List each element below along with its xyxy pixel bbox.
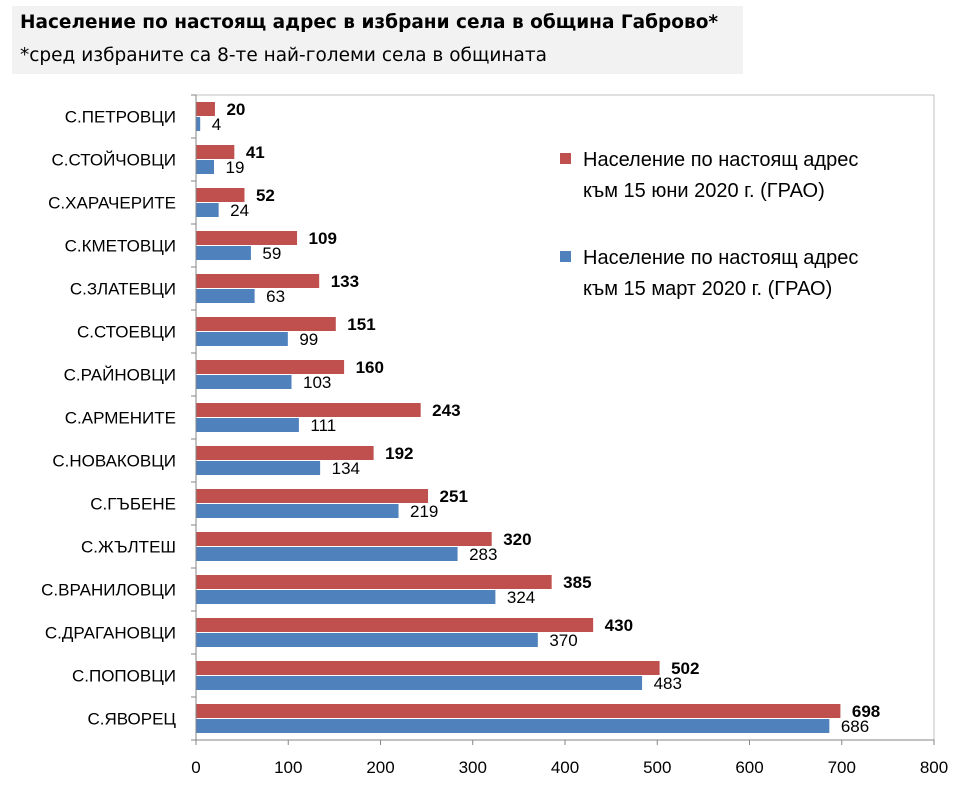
data-label-june: 133 <box>331 272 359 291</box>
data-label-june: 320 <box>503 530 531 549</box>
title-box: Население по настоящ адрес в избрани сел… <box>12 6 743 74</box>
data-label-june: 109 <box>309 229 337 248</box>
category-label: С.СТОЙЧОВЦИ <box>52 151 176 170</box>
category-label: С.ЗЛАТЕВЦИ <box>70 280 176 299</box>
bar-march <box>196 547 458 561</box>
data-label-june: 192 <box>385 444 413 463</box>
bar-march <box>196 633 538 647</box>
data-label-march: 19 <box>226 158 245 177</box>
bar-march <box>196 676 643 690</box>
data-label-march: 111 <box>310 416 336 435</box>
category-label: С.ПЕТРОВЦИ <box>65 108 176 127</box>
x-tick-label: 100 <box>274 758 302 777</box>
bar-june <box>196 618 594 632</box>
x-tick-label: 600 <box>735 758 763 777</box>
bar-march <box>196 246 251 260</box>
data-label-june: 41 <box>246 143 265 162</box>
chart-subtitle: *сред избраните са 8-те най-големи села … <box>20 45 547 66</box>
data-label-june: 52 <box>256 186 275 205</box>
data-label-march: 324 <box>507 588 535 607</box>
data-label-march: 283 <box>469 545 497 564</box>
legend-swatch-june <box>560 153 571 164</box>
data-label-march: 686 <box>841 717 869 736</box>
category-label: С.РАЙНОВЦИ <box>64 366 176 385</box>
category-label: С.ГЪБЕНЕ <box>90 495 176 514</box>
bar-june <box>196 102 215 116</box>
bar-march <box>196 332 288 346</box>
bar-june <box>196 704 841 718</box>
bar-june <box>196 145 235 159</box>
chart-title: Население по настоящ адрес в избрани сел… <box>20 12 719 33</box>
bar-june <box>196 532 492 546</box>
data-label-june: 430 <box>605 616 633 635</box>
x-tick-label: 800 <box>920 758 948 777</box>
category-label: С.ВРАНИЛОВЦИ <box>41 581 176 600</box>
data-label-june: 20 <box>226 100 245 119</box>
bar-june <box>196 360 345 374</box>
x-tick-label: 0 <box>191 758 200 777</box>
bar-june <box>196 231 298 245</box>
legend-label-june-line1: Население по настоящ адрес <box>583 149 859 171</box>
bar-june <box>196 403 421 417</box>
bar-june <box>196 446 374 460</box>
bar-march <box>196 461 321 475</box>
legend-swatch-march <box>560 251 571 262</box>
bar-march <box>196 719 830 733</box>
data-label-june: 251 <box>440 487 468 506</box>
category-label: С.ХАРАЧЕРИТЕ <box>48 194 176 213</box>
bar-march <box>196 117 201 131</box>
bar-march <box>196 375 292 389</box>
x-tick-label: 300 <box>459 758 487 777</box>
bar-june <box>196 274 320 288</box>
category-label: С.ЖЪЛТЕШ <box>81 538 176 557</box>
data-label-june: 698 <box>852 702 880 721</box>
bar-june <box>196 188 245 202</box>
bar-march <box>196 504 399 518</box>
data-label-june: 502 <box>671 659 699 678</box>
legend-label-march-line2: към 15 март 2020 г. (ГРАО) <box>583 278 833 300</box>
x-tick-label: 700 <box>828 758 856 777</box>
category-label: С.НОВАКОВЦИ <box>52 452 176 471</box>
bar-march <box>196 418 299 432</box>
data-label-march: 370 <box>549 631 577 650</box>
bar-june <box>196 661 660 675</box>
category-label: С.КМЕТОВЦИ <box>65 237 176 256</box>
bar-june <box>196 317 336 331</box>
data-label-march: 99 <box>299 330 318 349</box>
category-label: С.ЯВОРЕЦ <box>87 710 176 729</box>
data-label-march: 103 <box>303 373 331 392</box>
bar-march <box>196 590 496 604</box>
data-label-march: 59 <box>262 244 281 263</box>
category-label: С.ДРАГАНОВЦИ <box>45 624 176 643</box>
category-label: С.АРМЕНИТЕ <box>65 409 176 428</box>
x-tick-label: 200 <box>366 758 394 777</box>
bar-march <box>196 203 219 217</box>
category-label: С.ПОПОВЦИ <box>72 667 176 686</box>
x-tick-label: 400 <box>551 758 579 777</box>
data-label-march: 24 <box>230 201 249 220</box>
legend-label-march-line1: Население по настоящ адрес <box>583 247 859 269</box>
data-label-june: 385 <box>563 573 591 592</box>
bar-march <box>196 160 215 174</box>
data-label-march: 483 <box>654 674 682 693</box>
bar-march <box>196 289 255 303</box>
data-label-june: 151 <box>347 315 375 334</box>
data-label-march: 134 <box>332 459 360 478</box>
data-label-march: 63 <box>266 287 285 306</box>
bar-june <box>196 575 552 589</box>
data-label-march: 4 <box>212 115 221 134</box>
x-tick-label: 500 <box>643 758 671 777</box>
bar-june <box>196 489 429 503</box>
data-label-march: 219 <box>410 502 438 521</box>
category-label: С.СТОЕВЦИ <box>77 323 176 342</box>
legend-label-june-line2: към 15 юни 2020 г. (ГРАО) <box>583 180 825 202</box>
data-label-june: 243 <box>432 401 460 420</box>
data-label-june: 160 <box>356 358 384 377</box>
